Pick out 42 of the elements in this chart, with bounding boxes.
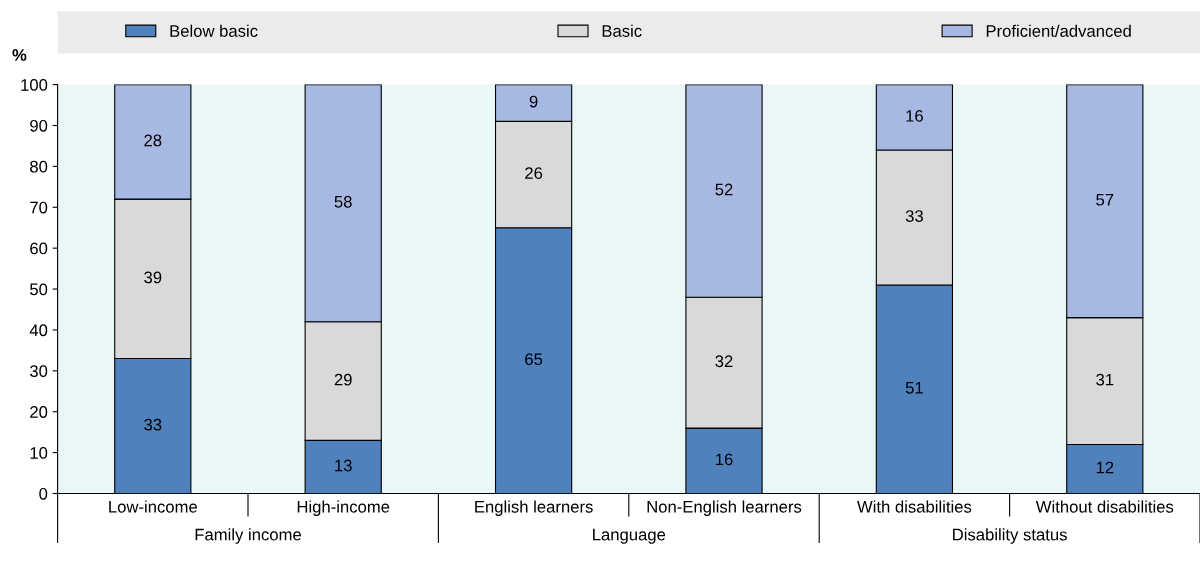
y-tick-label: 60 (30, 242, 48, 255)
text: Family income (195, 528, 301, 544)
y-tick-label: 80 (30, 160, 48, 173)
data-label: 9 (529, 95, 538, 108)
data-label: 51 (905, 382, 923, 394)
data-label: 16 (906, 109, 923, 122)
y-tick-label: 70 (30, 201, 48, 214)
legend-label: Proficient/advanced (986, 24, 1131, 37)
data-label: 12 (1096, 461, 1114, 474)
x-tick-label: Low-income (109, 500, 197, 513)
data-label: 65 (525, 353, 543, 366)
x-tick-label: English learners (475, 500, 593, 516)
data-label: 13 (335, 459, 352, 472)
y-tick-label: 40 (29, 324, 48, 337)
x-tick-label: High-income (297, 500, 390, 516)
legend-label: Basic (602, 24, 642, 37)
y-tick-label: 0 (39, 487, 48, 500)
data-label: 33 (905, 210, 923, 222)
data-label: 31 (1096, 373, 1114, 386)
data-label: 39 (144, 271, 162, 284)
y-tick-label: 50 (30, 283, 48, 296)
data-label: 26 (525, 167, 543, 180)
data-label: 52 (715, 183, 733, 196)
y-tick-label: 100 (21, 79, 48, 91)
data-label: 57 (1096, 193, 1114, 206)
data-label: 16 (716, 453, 733, 466)
x-tick-label: With disabilities (857, 500, 972, 513)
text: Language (593, 528, 666, 544)
data-label: 33 (144, 418, 162, 431)
data-label: 28 (144, 134, 162, 147)
x-tick-label: Non-English learners (647, 500, 802, 516)
data-label: 32 (715, 355, 733, 368)
legend-label: Below basic (170, 24, 258, 37)
x-tick-label: Without disabilities (1035, 500, 1174, 513)
data-label: 58 (334, 195, 352, 208)
y-axis-title: % (12, 49, 27, 61)
y-tick-label: 90 (30, 119, 48, 132)
y-tick-label: 20 (30, 406, 48, 418)
text: Disability status (953, 528, 1067, 544)
y-tick-label: 30 (29, 365, 48, 378)
y-tick-label: 10 (30, 447, 48, 459)
data-label: 29 (334, 373, 352, 386)
